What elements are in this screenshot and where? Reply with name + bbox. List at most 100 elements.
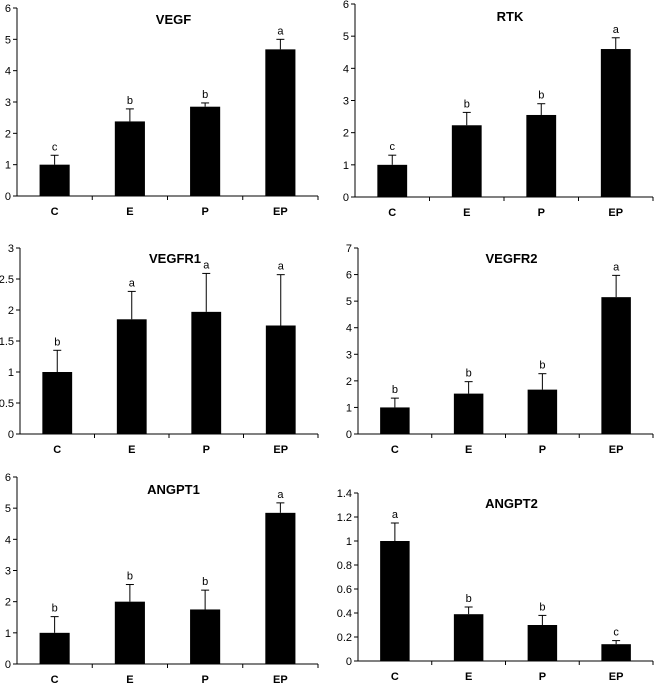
y-tick-label: 0 — [346, 429, 352, 441]
y-tick-label: 1 — [346, 536, 352, 548]
y-tick-label: 3 — [343, 96, 349, 108]
x-tick-label: C — [388, 207, 396, 219]
y-tick-label: 2 — [346, 376, 352, 388]
chart-panel-vegfr1: 0 0.5 1 1.5 2 2.5 3 VEGFR1 b Ca Ea Pa EP — [0, 243, 319, 456]
chart-panel-rtk: 0 1 2 3 4 5 6 RTK c Cb Eb Pa EP — [343, 0, 654, 219]
significance-label: b — [127, 95, 133, 107]
y-tick-label: 4 — [346, 323, 352, 335]
chart-panel-vegf: 0 1 2 3 4 5 6 VEGF c Cb Eb Pa EP — [5, 3, 319, 218]
y-tick-label: 3 — [8, 243, 14, 255]
y-tick-label: 3 — [5, 566, 11, 578]
significance-label: a — [278, 261, 285, 273]
x-tick-label: E — [126, 206, 133, 218]
significance-label: a — [277, 489, 284, 501]
significance-label: b — [466, 593, 472, 605]
bar-e — [116, 319, 147, 434]
x-tick-label: C — [51, 206, 59, 218]
y-tick-label: 0.6 — [337, 584, 352, 596]
y-tick-label: 6 — [5, 3, 11, 15]
significance-label: a — [203, 259, 210, 271]
y-tick-label: 1.2 — [337, 512, 352, 524]
bar-p — [190, 609, 221, 664]
significance-label: a — [613, 261, 620, 273]
y-tick-label: 0.2 — [337, 632, 352, 644]
y-tick-label: 2 — [5, 597, 11, 609]
bar-ep — [601, 297, 631, 434]
bar-ep — [265, 325, 296, 434]
significance-label: b — [539, 360, 545, 372]
significance-label: b — [127, 571, 133, 583]
chart-panel-angpt1: 0 1 2 3 4 5 6 ANGPT1 b Cb Eb Pa EP — [5, 472, 319, 685]
x-tick-label: P — [203, 444, 210, 456]
chart-panel-angpt2: 0 0.2 0.4 0.6 0.8 1 1.2 1.4 ANGPT2 a Cb Eb Pc EP — [337, 488, 654, 683]
chart-title: VEGFR2 — [485, 251, 537, 266]
significance-label: a — [613, 24, 620, 36]
significance-label: b — [202, 89, 208, 101]
bar-e — [114, 121, 145, 196]
y-tick-label: 1 — [5, 628, 11, 640]
y-tick-label: 7 — [346, 243, 352, 255]
y-tick-label: 6 — [346, 270, 352, 282]
y-tick-label: 5 — [5, 503, 11, 515]
bar-p — [190, 106, 221, 196]
chart-title: RTK — [497, 9, 524, 24]
y-tick-label: 0.8 — [337, 560, 352, 572]
x-tick-label: EP — [273, 674, 288, 685]
y-tick-label: 0 — [346, 656, 352, 668]
x-tick-label: EP — [609, 671, 624, 683]
y-tick-label: 2.5 — [0, 274, 14, 286]
x-tick-label: EP — [273, 444, 288, 456]
x-tick-label: P — [538, 207, 545, 219]
y-tick-label: 2 — [8, 305, 14, 317]
bar-ep — [265, 49, 296, 196]
significance-label: b — [392, 384, 398, 396]
bar-ep — [601, 644, 631, 661]
y-tick-label: 3 — [346, 349, 352, 361]
significance-label: b — [464, 98, 470, 110]
y-tick-label: 1 — [346, 402, 352, 414]
significance-label: a — [392, 509, 399, 521]
x-tick-label: P — [539, 444, 546, 456]
significance-label: c — [52, 141, 58, 153]
y-tick-label: 0 — [8, 429, 14, 441]
y-tick-label: 4 — [5, 66, 11, 78]
bar-ep — [265, 512, 296, 664]
bar-p — [526, 114, 557, 197]
bar-p — [527, 389, 558, 434]
significance-label: c — [613, 627, 619, 639]
significance-label: b — [539, 601, 545, 613]
y-tick-label: 0 — [5, 191, 11, 203]
bar-c — [380, 541, 410, 661]
y-tick-label: 0 — [343, 192, 349, 204]
y-tick-label: 1.4 — [337, 488, 352, 500]
x-tick-label: E — [463, 207, 470, 219]
significance-label: b — [202, 576, 208, 588]
chart-title: VEGFR1 — [149, 251, 201, 266]
y-tick-label: 2 — [343, 128, 349, 140]
y-tick-label: 6 — [343, 0, 349, 11]
y-tick-label: 4 — [343, 63, 349, 75]
significance-label: c — [390, 141, 396, 153]
x-tick-label: P — [201, 206, 208, 218]
x-tick-label: E — [465, 444, 472, 456]
chart-title: ANGPT2 — [485, 496, 538, 511]
y-tick-label: 1.5 — [0, 336, 14, 348]
bar-c — [39, 632, 70, 664]
bar-e — [453, 393, 484, 434]
y-tick-label: 1 — [5, 160, 11, 172]
bar-p — [191, 311, 222, 434]
y-tick-label: 3 — [5, 97, 11, 109]
y-tick-label: 0 — [5, 659, 11, 671]
y-tick-label: 1 — [8, 367, 14, 379]
y-tick-label: 5 — [346, 296, 352, 308]
x-tick-label: C — [51, 674, 59, 685]
y-tick-label: 0.4 — [337, 608, 352, 620]
x-tick-label: P — [201, 674, 208, 685]
y-tick-label: 2 — [5, 128, 11, 140]
bar-c — [380, 407, 410, 434]
significance-label: b — [54, 336, 60, 348]
x-tick-label: C — [391, 671, 399, 683]
y-tick-label: 5 — [343, 31, 349, 43]
chart-panel-vegfr2: 0 1 2 3 4 5 6 7 VEGFR2 b Cb Eb Pa EP — [346, 243, 654, 456]
